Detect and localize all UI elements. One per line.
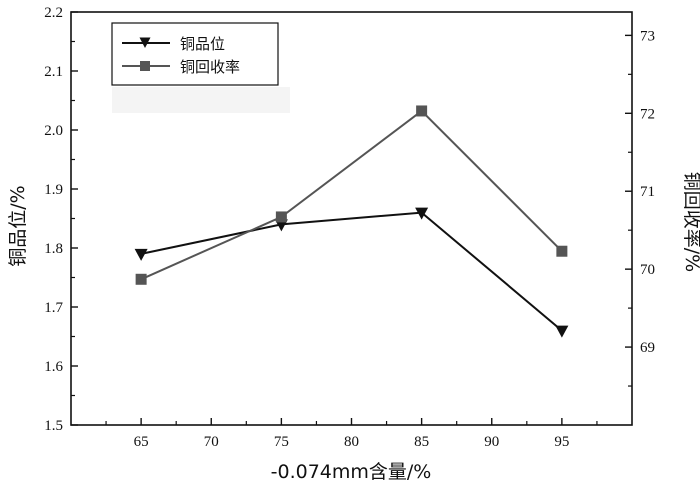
legend-label-grade: 铜品位 bbox=[180, 35, 225, 53]
data-point-recovery bbox=[275, 211, 287, 223]
left-y-axis-title: 铜品位/% bbox=[7, 185, 29, 266]
right-y-tick-label: 70 bbox=[640, 262, 655, 278]
legend-shadow bbox=[112, 87, 290, 113]
right-y-tick-label: 72 bbox=[640, 106, 655, 122]
data-point-recovery bbox=[556, 245, 568, 257]
x-tick-label: 70 bbox=[204, 434, 219, 450]
x-tick-label: 95 bbox=[554, 434, 569, 450]
legend-label-recovery: 铜回收率 bbox=[180, 58, 240, 76]
series-layer bbox=[134, 105, 569, 338]
left-y-tick-label: 1.9 bbox=[44, 182, 63, 198]
x-tick-label: 80 bbox=[344, 434, 359, 450]
data-point-grade bbox=[555, 325, 569, 338]
left-y-tick-label: 1.5 bbox=[44, 418, 63, 434]
x-tick-label: 75 bbox=[274, 434, 289, 450]
left-y-tick-label: 1.6 bbox=[44, 359, 63, 375]
x-tick-label: 65 bbox=[134, 434, 149, 450]
legend: 铜品位 铜回收率 bbox=[111, 22, 290, 113]
right-y-tick-label: 69 bbox=[640, 340, 655, 356]
left-y-tick-label: 2.0 bbox=[44, 123, 63, 139]
right-y-axis: 69 70 71 72 73 bbox=[625, 28, 655, 387]
data-point-recovery bbox=[416, 105, 428, 117]
right-y-axis-title: 铜回收率/% bbox=[681, 172, 700, 272]
data-point-grade bbox=[134, 248, 148, 261]
right-y-tick-label: 71 bbox=[640, 184, 655, 200]
left-y-tick-label: 2.1 bbox=[44, 64, 63, 80]
legend-box bbox=[111, 22, 279, 86]
x-axis-title: -0.074mm含量/% bbox=[271, 461, 432, 483]
x-tick-label: 85 bbox=[414, 434, 429, 450]
legend-marker-grade bbox=[139, 37, 151, 48]
right-y-tick-label: 73 bbox=[640, 28, 655, 44]
x-tick-label: 90 bbox=[484, 434, 499, 450]
series-line-grade bbox=[140, 211, 563, 332]
series-line-recovery bbox=[140, 109, 563, 281]
data-point-recovery bbox=[135, 273, 147, 285]
left-y-tick-label: 1.7 bbox=[44, 300, 63, 316]
left-y-tick-label: 2.2 bbox=[44, 5, 63, 21]
legend-marker-recovery bbox=[140, 61, 150, 71]
x-axis: 65 70 75 80 85 90 95 bbox=[105, 418, 598, 450]
left-y-tick-label: 1.8 bbox=[44, 241, 63, 257]
left-y-axis: 1.5 1.6 1.7 1.8 1.9 2.0 2.1 2.2 bbox=[44, 5, 78, 434]
data-point-grade bbox=[415, 207, 429, 220]
